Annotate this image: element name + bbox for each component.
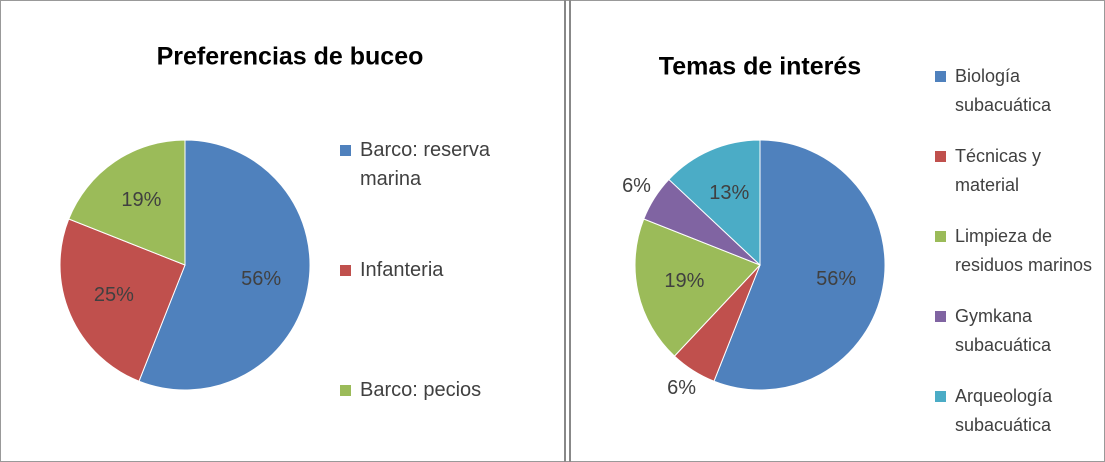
legend-entry: Biología subacuática [935,62,1105,120]
legend-entry: Arqueología subacuática [935,382,1105,440]
legend-label: Biología subacuática [955,66,1052,115]
pie-slice [138,139,311,391]
legend-label: Arqueología subacuática [955,386,1053,435]
legend-label: Barco: pecios [360,379,482,401]
legend-swatch [340,265,351,276]
legend-label: Gymkana subacuática [955,306,1052,355]
legend-swatch [935,311,946,322]
legend-swatch [340,145,351,156]
legend-swatch [935,151,946,162]
data-label: 56% [241,268,281,290]
legend-label: Limpieza de residuos marinos [955,226,1093,275]
data-label: 19% [121,189,161,211]
pie-slice [668,139,761,267]
legend-label: Técnicas y material [955,146,1042,195]
data-label: 6% [667,377,696,399]
data-label: 25% [94,284,134,306]
pie-slice [634,218,761,357]
legend-swatch [935,231,946,242]
pie-slice [68,139,186,266]
legend-entry: Infanteria [340,256,550,285]
chart-title: Temas de interés [659,53,861,81]
legend-label: Infanteria [360,259,444,281]
data-label: 13% [709,182,749,204]
legend-entry: Gymkana subacuática [935,302,1105,360]
data-label: 6% [622,175,651,197]
legend-swatch [935,391,946,402]
data-label: 19% [664,270,704,292]
pie-slice [713,139,886,391]
legend-entry: Barco: reserva marina [340,136,550,194]
data-label: 56% [816,268,856,290]
legend-entry: Barco: pecios [340,376,550,405]
legend-label: Barco: reserva marina [360,139,491,190]
legend-swatch [935,71,946,82]
legend-entry: Técnicas y material [935,142,1105,200]
chart-title: Preferencias de buceo [157,43,424,71]
legend-swatch [340,385,351,396]
pie-slice [59,218,186,382]
legend-entry: Limpieza de residuos marinos [935,222,1105,280]
